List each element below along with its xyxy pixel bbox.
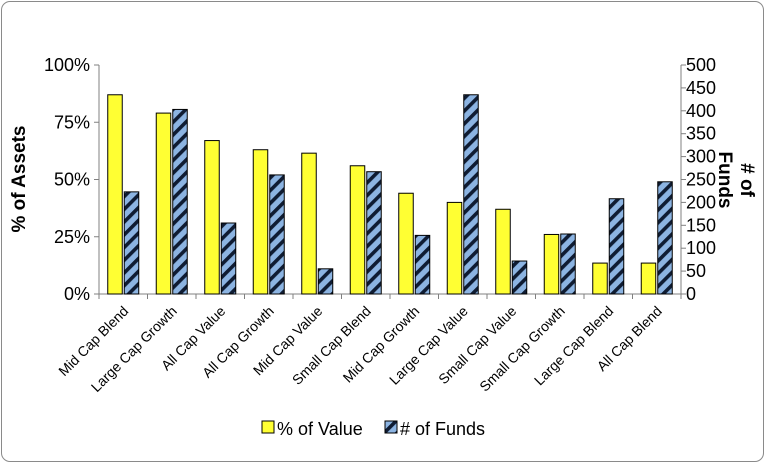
y-left-tick-label: 0% <box>64 284 90 304</box>
bar-value <box>543 233 560 295</box>
y-right-tick-label: 50 <box>686 261 706 281</box>
y-right-tick-label: 350 <box>686 124 716 144</box>
bar-value <box>446 201 463 295</box>
bar-funds <box>269 174 285 295</box>
y-right-tick-label: 450 <box>686 78 716 98</box>
legend: % of Value # of Funds <box>261 419 485 439</box>
bar-funds <box>317 268 334 295</box>
y-left-tick-label: 50% <box>54 170 90 190</box>
bar-value <box>204 140 220 295</box>
y-left-axis-title: % of Assets <box>9 126 30 233</box>
legend-swatch-funds <box>384 420 398 434</box>
bar-value <box>252 149 269 295</box>
bar-funds <box>608 198 625 295</box>
y-right-axis-title-line2: Funds <box>714 152 735 209</box>
bar-value <box>155 112 172 295</box>
y-right-tick-label: 250 <box>686 170 716 190</box>
y-right-tick-label: 400 <box>686 101 716 121</box>
y-left-tick-label: 25% <box>54 227 90 247</box>
bar-value <box>349 165 366 295</box>
legend-label-value: % of Value <box>277 419 363 439</box>
y-right-tick-label: 500 <box>686 55 716 75</box>
bar-funds <box>172 108 188 295</box>
bar-funds <box>414 234 431 295</box>
bar-value <box>398 192 414 295</box>
bars <box>107 94 673 295</box>
y-right-axis-title-line1: # of <box>736 163 757 197</box>
bar-funds <box>560 233 576 295</box>
y-left-tick-label: 75% <box>54 112 90 132</box>
x-category-label: Small Cap Growth <box>476 303 568 395</box>
bar-funds <box>366 171 382 295</box>
bar-value <box>640 262 657 295</box>
bar-value <box>495 208 511 295</box>
bar-funds <box>511 260 528 295</box>
y-right-tick-label: 300 <box>686 147 716 167</box>
tick-marks <box>94 64 686 299</box>
bar-funds <box>123 191 140 295</box>
bar-funds <box>463 94 479 295</box>
bar-funds <box>657 181 673 295</box>
x-category-label: Large Cap Growth <box>88 303 180 395</box>
y-right-tick-label: 0 <box>686 284 696 304</box>
y-right-tick-label: 100 <box>686 238 716 258</box>
legend-swatch-value <box>261 420 275 434</box>
bar-value <box>107 94 123 295</box>
legend-label-funds: # of Funds <box>400 419 485 439</box>
bar-value <box>301 152 317 295</box>
bar-value <box>592 262 608 295</box>
y-right-tick-label: 150 <box>686 215 716 235</box>
bar-funds <box>220 222 237 295</box>
y-right-tick-label: 200 <box>686 192 716 212</box>
y-left-tick-label: 100% <box>44 55 90 75</box>
